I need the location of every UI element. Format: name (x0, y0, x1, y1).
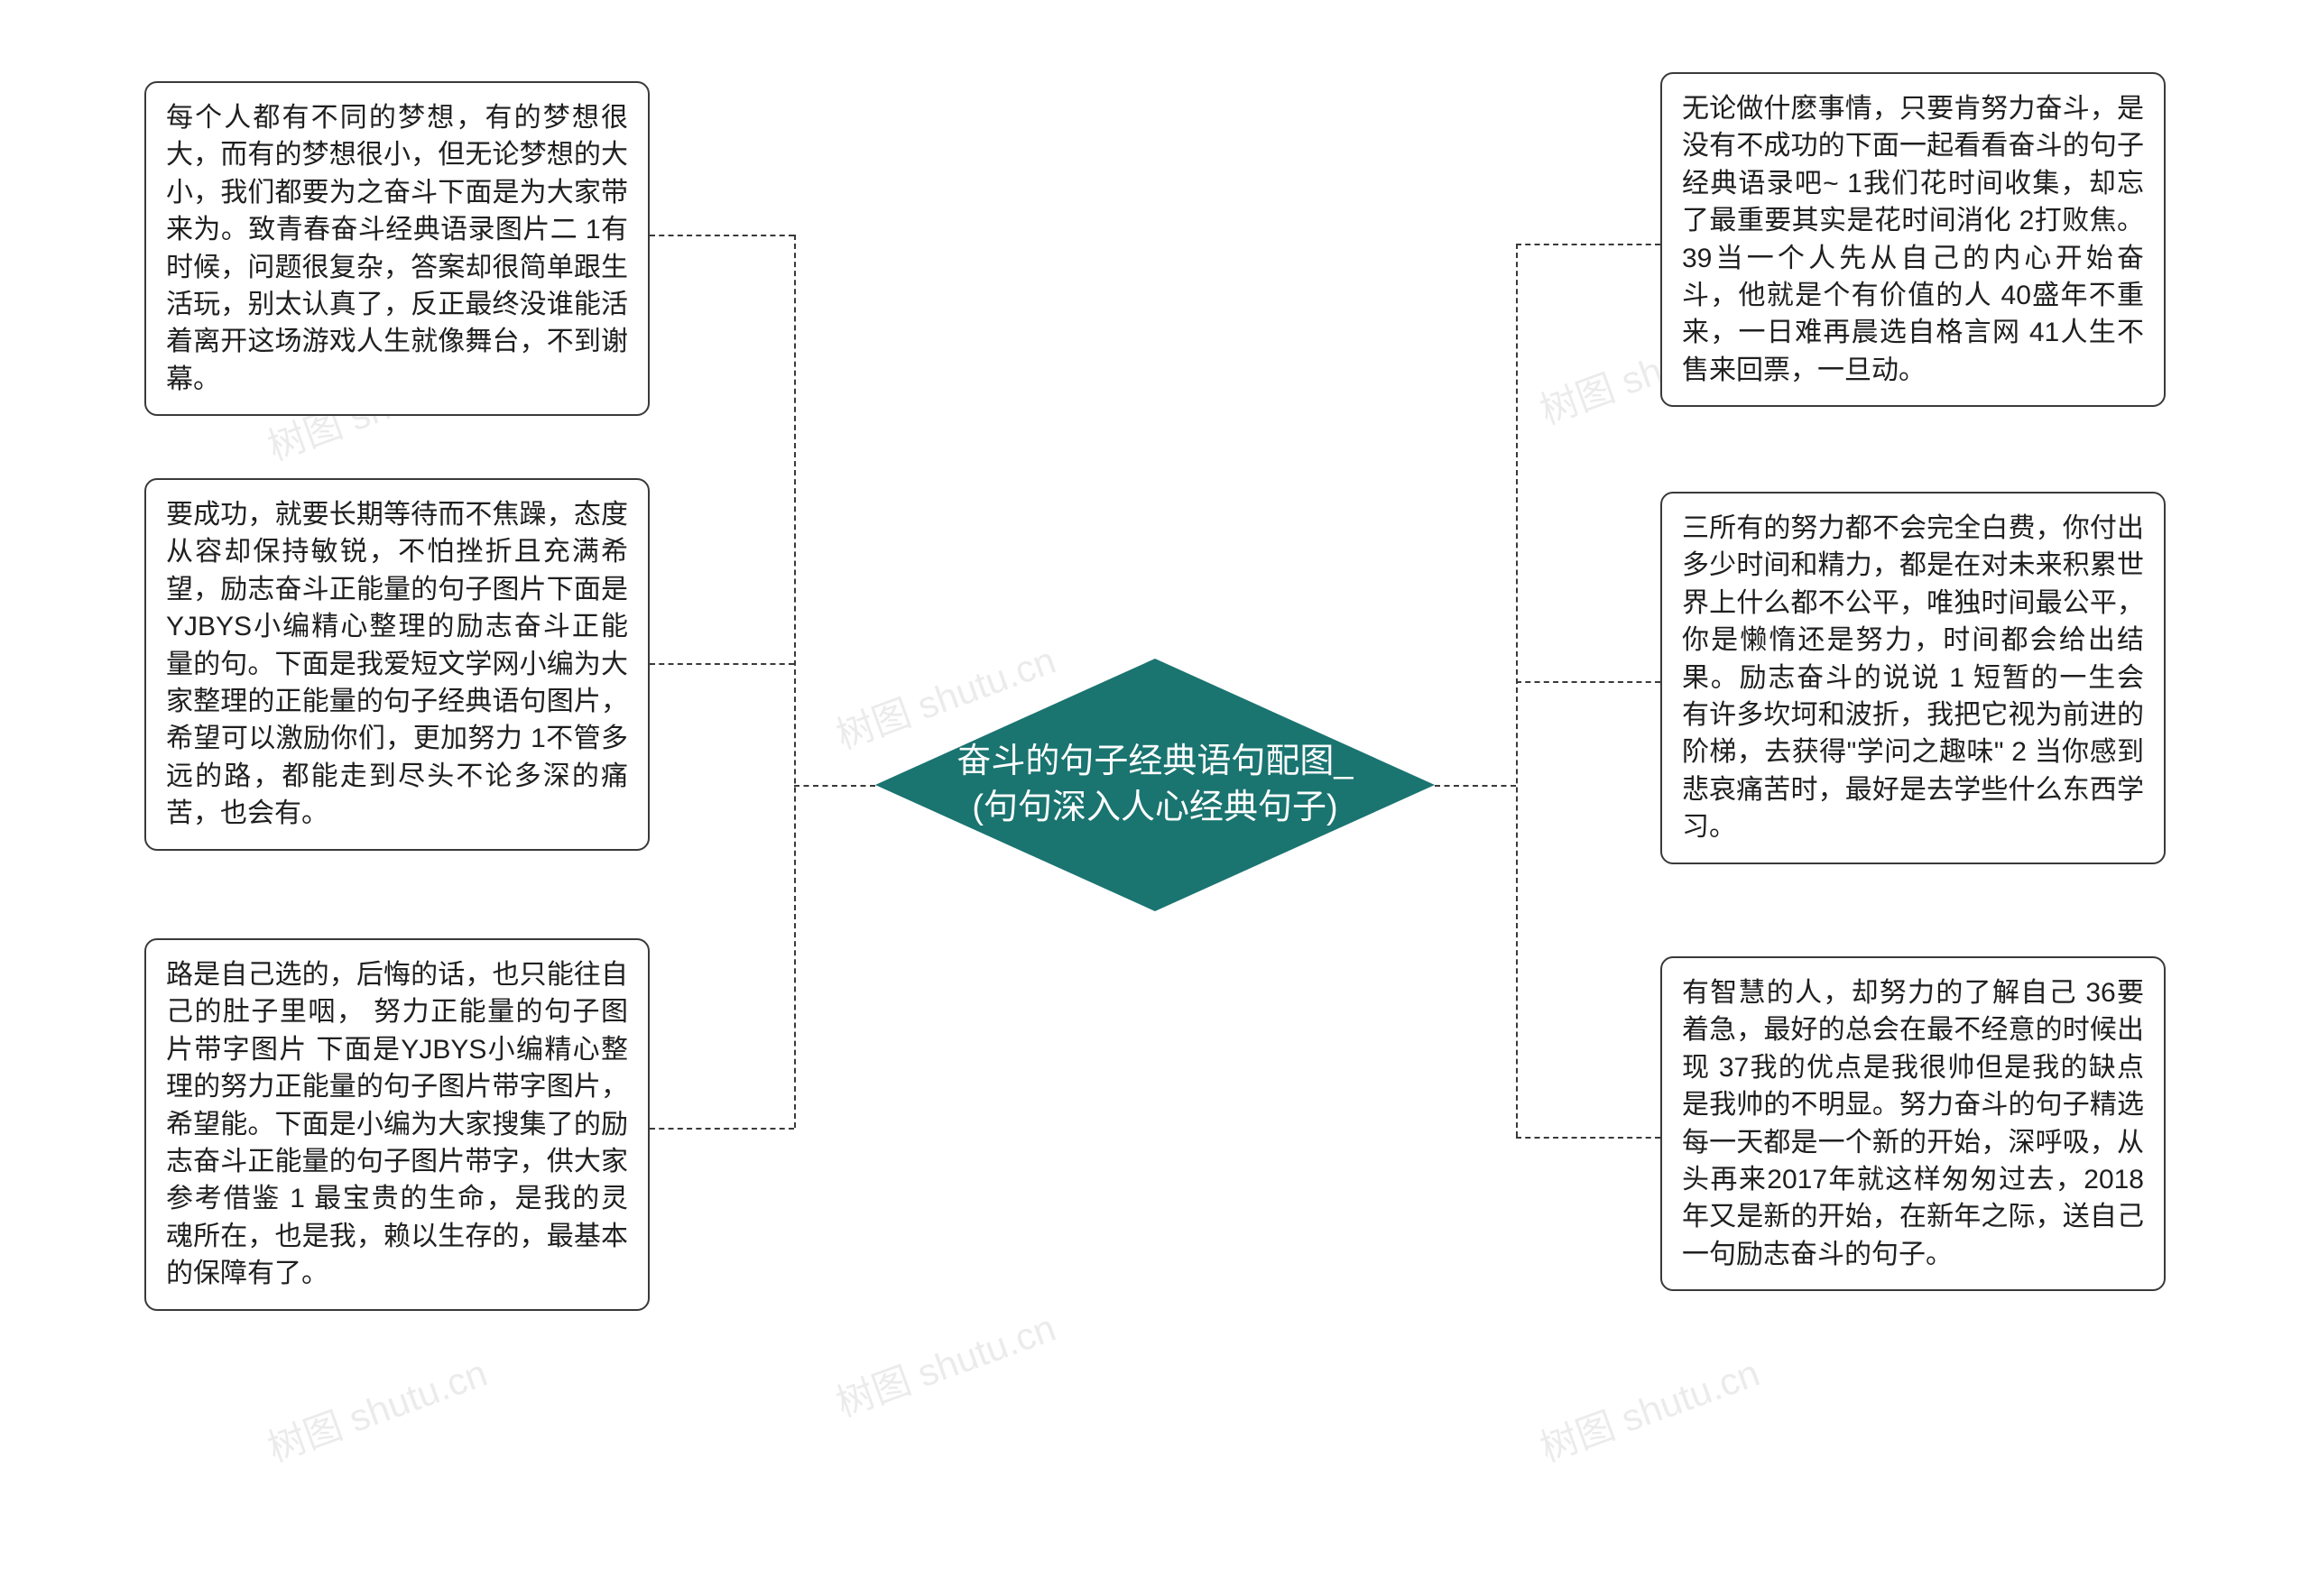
connector-left-branch-1 (650, 235, 794, 236)
node-left-2: 要成功，就要长期等待而不焦躁，态度从容却保持敏锐，不怕挫折且充满希望，励志奋斗正… (144, 478, 650, 851)
central-line1: 奋斗的句子经典语句配图_ (956, 739, 1353, 785)
node-right-2-text: 三所有的努力都不会完全白费，你付出多少时间和精力，都是在对未来积累世界上什么都不… (1682, 513, 2144, 842)
connector-left-branch-2 (650, 663, 794, 665)
connector-left-branch-3 (650, 1128, 794, 1130)
watermark-5: 树图 shutu.cn (827, 1297, 1062, 1427)
node-right-3: 有智慧的人，却努力的了解自己 36要着急，最好的总会在最不经意的时候出现 37我… (1660, 956, 2166, 1291)
connector-right-branch-2 (1516, 681, 1660, 683)
node-left-1-text: 每个人都有不同的梦想，有的梦想很大，而有的梦想很小，但无论梦想的大小，我们都要为… (166, 103, 628, 394)
node-left-3-text: 路是自己选的，后悔的话，也只能往自己的肚子里咽， 努力正能量的句子图片带字图片 … (166, 960, 628, 1288)
node-right-3-text: 有智慧的人，却努力的了解自己 36要着急，最好的总会在最不经意的时候出现 37我… (1682, 978, 2144, 1269)
watermark-4: 树图 shutu.cn (259, 1342, 494, 1472)
node-right-1: 无论做什麽事情，只要肯努力奋斗，是没有不成功的下面一起看看奋斗的句子经典语录吧~… (1660, 72, 2166, 407)
connector-right-branch-3 (1516, 1137, 1660, 1139)
node-left-2-text: 要成功，就要长期等待而不焦躁，态度从容却保持敏锐，不怕挫折且充满希望，励志奋斗正… (166, 500, 628, 828)
node-left-1: 每个人都有不同的梦想，有的梦想很大，而有的梦想很小，但无论梦想的大小，我们都要为… (144, 81, 650, 416)
watermark-6: 树图 shutu.cn (1531, 1342, 1766, 1472)
connector-right-branch-1 (1516, 244, 1660, 245)
central-topic: 奋斗的句子经典语句配图_ (句句深入人心经典句子) (875, 659, 1435, 911)
node-left-3: 路是自己选的，后悔的话，也只能往自己的肚子里咽， 努力正能量的句子图片带字图片 … (144, 938, 650, 1311)
connector-right-trunk (1516, 244, 1518, 1137)
connector-center-to-right-trunk (1435, 785, 1516, 787)
node-right-2: 三所有的努力都不会完全白费，你付出多少时间和精力，都是在对未来积累世界上什么都不… (1660, 492, 2166, 864)
central-topic-text: 奋斗的句子经典语句配图_ (句句深入人心经典句子) (920, 739, 1389, 832)
node-right-1-text: 无论做什麽事情，只要肯努力奋斗，是没有不成功的下面一起看看奋斗的句子经典语录吧~… (1682, 94, 2144, 385)
central-line2: (句句深入人心经典句子) (956, 785, 1353, 831)
connector-left-trunk (794, 235, 796, 1128)
connector-center-to-left-trunk (794, 785, 875, 787)
